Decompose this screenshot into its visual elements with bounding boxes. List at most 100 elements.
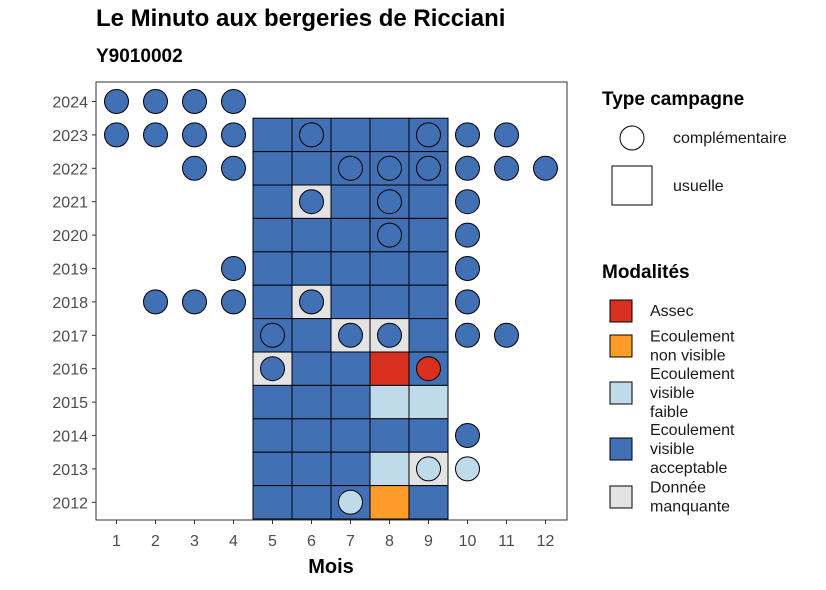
point-2018-2 — [143, 289, 168, 315]
tile-2019-8 — [369, 251, 410, 286]
point-2017-7 — [338, 322, 363, 348]
tile-2015-9 — [408, 384, 449, 420]
point-2022-10 — [455, 155, 480, 181]
tile-2016-6 — [291, 351, 332, 386]
tile-2022-6 — [291, 151, 332, 186]
point-2017-5 — [260, 322, 285, 348]
tile-2018-5 — [252, 284, 293, 320]
tile-2013-6 — [291, 451, 332, 487]
point-2018-10 — [455, 289, 480, 315]
point-2023-2 — [143, 122, 168, 148]
y-tick-label-2012: 2012 — [52, 495, 88, 512]
point-2023-6 — [299, 122, 324, 148]
y-tick-label-2020: 2020 — [52, 228, 88, 245]
point-2024-3 — [182, 89, 207, 114]
tile-2015-7 — [330, 384, 371, 420]
tile-2018-8 — [369, 284, 410, 320]
point-2018-3 — [182, 289, 207, 315]
x-axis-ticks: 1 2 3 4 5 6 7 8 9 10 11 12 — [112, 520, 555, 550]
point-2023-1 — [104, 122, 129, 148]
point-2014-10 — [455, 423, 480, 448]
y-axis-ticks: 2012 2013 2014 2015 2016 2017 2018 2019 2020 2021… — [52, 95, 96, 512]
tile-2022-5 — [252, 151, 293, 186]
y-tick-label-2023: 2023 — [52, 128, 88, 145]
point-2021-6 — [299, 189, 324, 215]
tile-2020-5 — [252, 217, 293, 253]
tile-2021-9 — [408, 184, 449, 219]
tile-2015-5 — [252, 384, 293, 420]
point-2013-9 — [416, 456, 441, 482]
point-2017-8 — [377, 322, 402, 348]
legend-key-assec — [609, 299, 633, 323]
tile-2014-5 — [252, 418, 293, 453]
legend-key-manquante — [609, 485, 633, 509]
tile-2015-8 — [369, 384, 410, 420]
tile-2021-7 — [330, 184, 371, 219]
legend-label-manquante: Donnée manquante — [650, 480, 730, 516]
point-2020-10 — [455, 222, 480, 248]
x-tick-label-8: 8 — [385, 533, 394, 550]
tile-2013-7 — [330, 451, 371, 487]
point-2013-10 — [455, 456, 480, 482]
x-axis-title: Mois — [308, 556, 354, 578]
point-2024-1 — [104, 89, 129, 114]
tile-2018-9 — [408, 284, 449, 320]
x-tick-label-10: 10 — [459, 533, 477, 550]
point-2022-7 — [338, 155, 363, 181]
x-tick-label-5: 5 — [268, 533, 277, 550]
point-2017-11 — [494, 322, 519, 348]
tile-2023-8 — [369, 117, 410, 153]
tile-2019-7 — [330, 251, 371, 286]
point-2023-4 — [221, 122, 246, 148]
legend-key-acceptable — [609, 437, 633, 461]
tile-2012-8 — [369, 485, 410, 520]
legend-key-faible — [609, 381, 633, 405]
x-tick-label-4: 4 — [229, 533, 238, 550]
tile-2020-7 — [330, 217, 371, 253]
y-tick-label-2018: 2018 — [52, 295, 88, 312]
tile-2017-9 — [408, 318, 449, 353]
point-2022-9 — [416, 155, 441, 181]
legend: Type campagne complémentaire usuelle Mod… — [602, 89, 787, 516]
x-tick-label-11: 11 — [498, 533, 515, 550]
y-tick-label-2017: 2017 — [52, 328, 88, 345]
y-tick-label-2013: 2013 — [52, 462, 88, 479]
point-2023-10 — [455, 122, 480, 148]
point-2022-12 — [533, 155, 558, 181]
legend-label-nonvisible: Ecoulement non visible — [650, 329, 735, 365]
tile-2014-7 — [330, 418, 371, 453]
point-2023-9 — [416, 122, 441, 148]
point-2022-4 — [221, 155, 246, 181]
x-tick-label-3: 3 — [190, 533, 199, 550]
tile-2015-6 — [291, 384, 332, 420]
tile-2017-6 — [291, 318, 332, 353]
point-2022-3 — [182, 155, 207, 181]
point-2018-4 — [221, 289, 246, 315]
point-2024-2 — [143, 89, 168, 114]
tile-2016-7 — [330, 351, 371, 386]
tile-2013-5 — [252, 451, 293, 487]
point-2023-11 — [494, 122, 519, 148]
point-2022-11 — [494, 155, 519, 181]
x-tick-label-1: 1 — [112, 533, 121, 550]
y-tick-label-2015: 2015 — [52, 395, 88, 412]
point-2021-8 — [377, 189, 402, 215]
legend-label-faible: Ecoulement visible faible — [650, 366, 735, 421]
legend-label-complementaire: complémentaire — [673, 130, 787, 147]
tile-2012-9 — [408, 485, 449, 520]
complementary-campaign-circles — [104, 89, 558, 515]
tile-2023-5 — [252, 117, 293, 153]
point-2021-10 — [455, 189, 480, 215]
legend-key-nonvisible — [609, 334, 633, 358]
point-2024-4 — [221, 89, 246, 114]
point-2016-9 — [416, 356, 441, 382]
chart-title: Le Minuto aux bergeries de Ricciani — [96, 5, 506, 32]
point-2023-3 — [182, 122, 207, 148]
x-tick-label-6: 6 — [307, 533, 316, 550]
legend-label-usuelle: usuelle — [673, 178, 724, 195]
x-tick-label-7: 7 — [346, 533, 355, 550]
legend-title-modalities: Modalités — [602, 262, 690, 283]
x-tick-label-9: 9 — [424, 533, 433, 550]
